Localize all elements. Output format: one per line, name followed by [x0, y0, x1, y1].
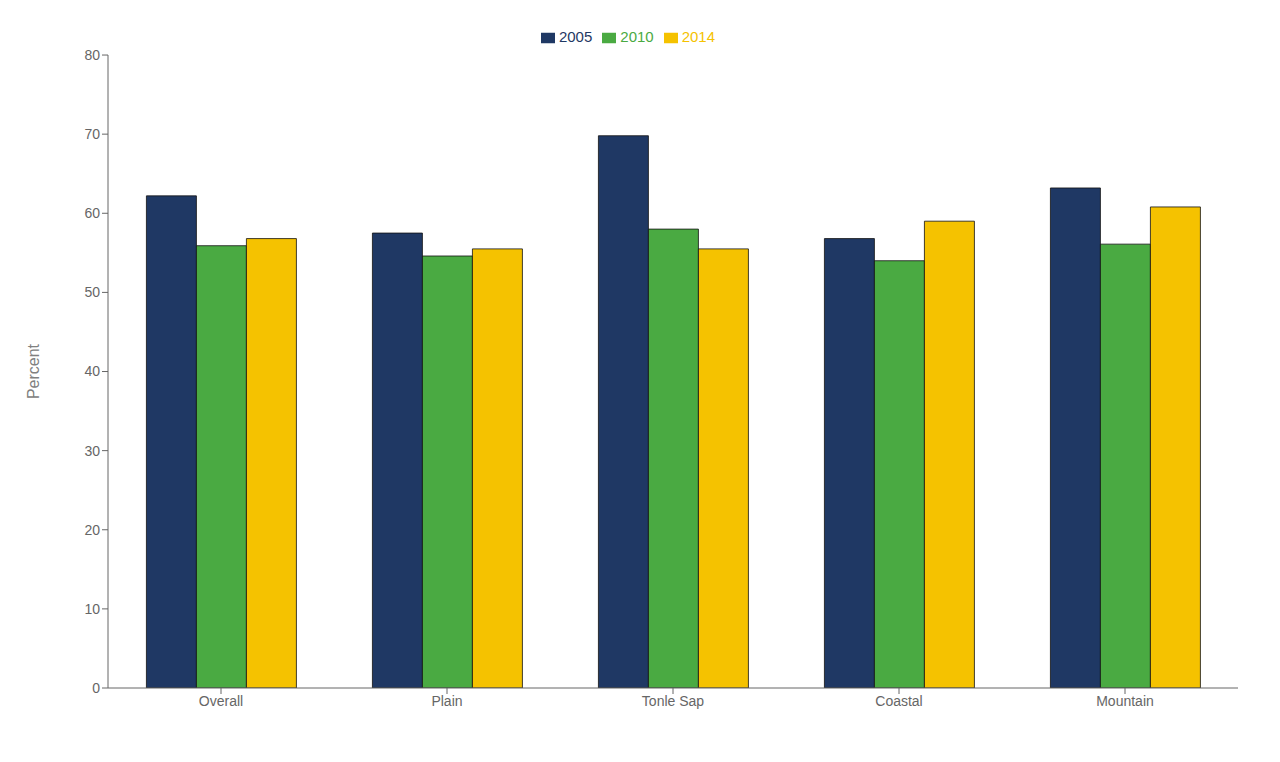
html-text:2014: 2014	[681, 28, 716, 45]
svg-text:80: 80	[84, 47, 100, 63]
svg-text:Overall: Overall	[199, 693, 243, 709]
svg-text:Tonle Sap: Tonle Sap	[642, 693, 704, 709]
svg-text:60: 60	[84, 205, 100, 221]
svg-text:Plain: Plain	[431, 693, 462, 709]
svg-text:50: 50	[84, 284, 100, 300]
svg-text:20: 20	[84, 522, 100, 538]
svg-text:0: 0	[92, 680, 100, 696]
svg-text:10: 10	[84, 601, 100, 617]
svg-text:70: 70	[84, 126, 100, 142]
html-text:2010: 2010	[620, 28, 654, 45]
html-text:2005: 2005	[558, 28, 593, 45]
svg-text:Coastal: Coastal	[875, 693, 922, 709]
svg-text:40: 40	[84, 363, 100, 379]
svg-text:Percent: Percent	[25, 343, 42, 399]
svg-text:30: 30	[84, 443, 100, 459]
svg-text:Mountain: Mountain	[1096, 693, 1154, 709]
